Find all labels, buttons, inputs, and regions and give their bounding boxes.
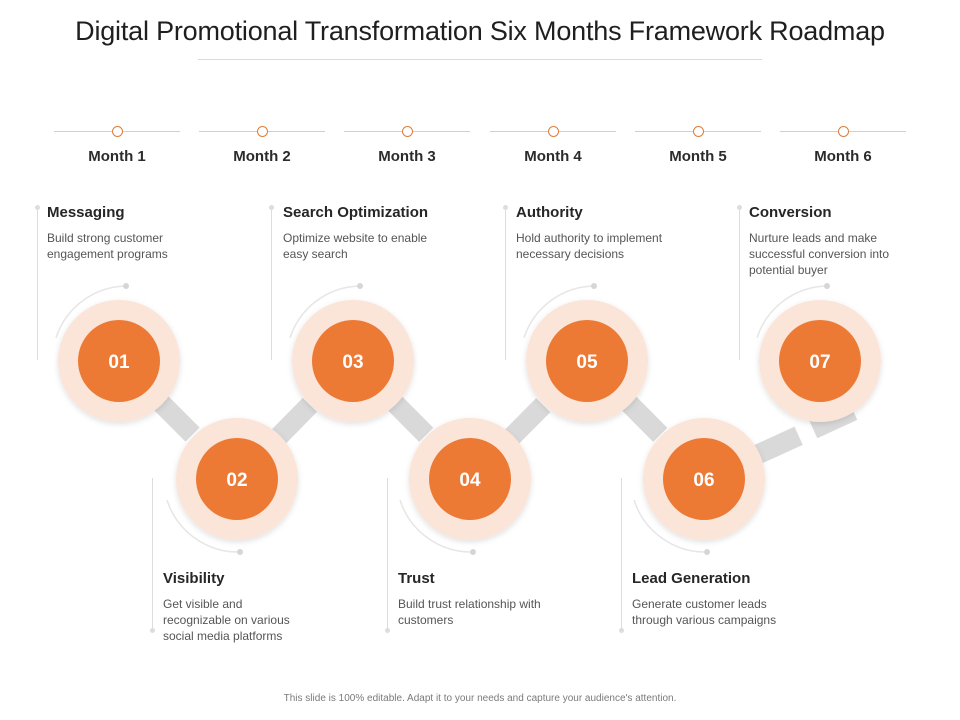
arc bbox=[523, 285, 595, 339]
step-description: Nurture leads and make successful conver… bbox=[749, 231, 890, 277]
page-title: Digital Promotional Transformation Six M… bbox=[75, 16, 885, 46]
month-label: Month 1 bbox=[88, 148, 146, 165]
arc bbox=[633, 499, 708, 553]
arc-dot bbox=[824, 283, 830, 289]
step-number: 02 bbox=[226, 470, 247, 491]
guide-line bbox=[739, 208, 740, 360]
arc-dot bbox=[357, 283, 363, 289]
step-circle-06: 06 bbox=[643, 418, 765, 540]
step-circle-07: 07 bbox=[759, 300, 881, 422]
guide-line bbox=[271, 208, 272, 360]
guide-line bbox=[37, 208, 38, 360]
arc-dot bbox=[237, 549, 243, 555]
step-core bbox=[546, 320, 628, 402]
step-number: 06 bbox=[693, 470, 714, 491]
step-title: Trust bbox=[398, 570, 435, 587]
step-circle-05: 05 bbox=[526, 300, 648, 422]
step-number: 07 bbox=[809, 352, 830, 373]
step-description: Hold authority to implement necessary de… bbox=[516, 231, 663, 261]
month-label: Month 4 bbox=[524, 148, 582, 165]
arc-dot bbox=[123, 283, 129, 289]
month-label: Month 6 bbox=[814, 148, 872, 165]
guide-dot bbox=[385, 628, 390, 633]
month-marker bbox=[112, 126, 123, 137]
step-description: Build strong customer engagement program… bbox=[47, 231, 168, 261]
guide-dot bbox=[619, 628, 624, 633]
step-title: Messaging bbox=[47, 204, 125, 221]
month-marker bbox=[402, 126, 413, 137]
step-text-06: Lead Generation Generate customer leads … bbox=[632, 570, 802, 628]
guide-dot bbox=[737, 205, 742, 210]
guide-dot bbox=[150, 628, 155, 633]
arc-dot bbox=[591, 283, 597, 289]
step-number: 05 bbox=[576, 352, 598, 373]
guide-line bbox=[505, 208, 506, 360]
step-description: Optimize website to enable easy search bbox=[283, 231, 428, 261]
step-core bbox=[663, 438, 745, 520]
footer-note: This slide is 100% editable. Adapt it to… bbox=[283, 693, 677, 704]
step-circle-02: 02 bbox=[176, 418, 298, 540]
month-label: Month 3 bbox=[378, 148, 436, 165]
step-circle-04: 04 bbox=[409, 418, 531, 540]
arc-dot bbox=[704, 549, 710, 555]
guide-line bbox=[152, 478, 153, 630]
arc bbox=[399, 499, 474, 553]
step-core bbox=[196, 438, 278, 520]
step-title: Authority bbox=[516, 204, 583, 221]
step-text-05: Authority Hold authority to implement ne… bbox=[516, 204, 686, 262]
guide-line bbox=[387, 478, 388, 630]
step-text-01: Messaging Build strong customer engageme… bbox=[47, 204, 217, 262]
step-title: Visibility bbox=[163, 570, 225, 587]
step-title: Conversion bbox=[749, 204, 832, 221]
step-core bbox=[312, 320, 394, 402]
step-description: Build trust relationship with customers bbox=[398, 597, 541, 627]
arc bbox=[289, 285, 361, 339]
step-text-02: Visibility Get visible and recognizable … bbox=[163, 570, 313, 644]
arc-dot bbox=[470, 549, 476, 555]
month-marker bbox=[257, 126, 268, 137]
step-circle-01: 01 bbox=[58, 300, 180, 422]
arc bbox=[166, 499, 241, 553]
guide-dot bbox=[269, 205, 274, 210]
guide-dot bbox=[35, 205, 40, 210]
arc bbox=[55, 285, 127, 339]
step-title: Lead Generation bbox=[632, 570, 751, 587]
step-text-04: Trust Build trust relationship with cust… bbox=[398, 570, 568, 628]
step-number: 03 bbox=[342, 352, 363, 373]
step-text-07: Conversion Nurture leads and make succes… bbox=[749, 204, 909, 278]
guide-dot bbox=[503, 205, 508, 210]
step-core bbox=[78, 320, 160, 402]
month-label: Month 2 bbox=[233, 148, 291, 165]
step-number: 04 bbox=[459, 470, 481, 491]
step-description: Generate customer leads through various … bbox=[632, 597, 777, 627]
arc-group bbox=[55, 285, 828, 553]
step-core bbox=[429, 438, 511, 520]
step-core bbox=[779, 320, 861, 402]
arc-dot-group bbox=[123, 283, 830, 555]
month-label: Month 5 bbox=[669, 148, 727, 165]
step-text-03: Search Optimization Optimize website to … bbox=[283, 204, 453, 262]
step-circle-03: 03 bbox=[292, 300, 414, 422]
title-divider bbox=[198, 59, 762, 60]
guide-line bbox=[621, 478, 622, 630]
step-description: Get visible and recognizable on various … bbox=[163, 597, 290, 643]
step-number: 01 bbox=[108, 352, 130, 373]
step-title: Search Optimization bbox=[283, 204, 429, 221]
month-marker bbox=[838, 126, 849, 137]
arc bbox=[756, 285, 828, 339]
month-marker bbox=[693, 126, 704, 137]
month-marker bbox=[548, 126, 559, 137]
